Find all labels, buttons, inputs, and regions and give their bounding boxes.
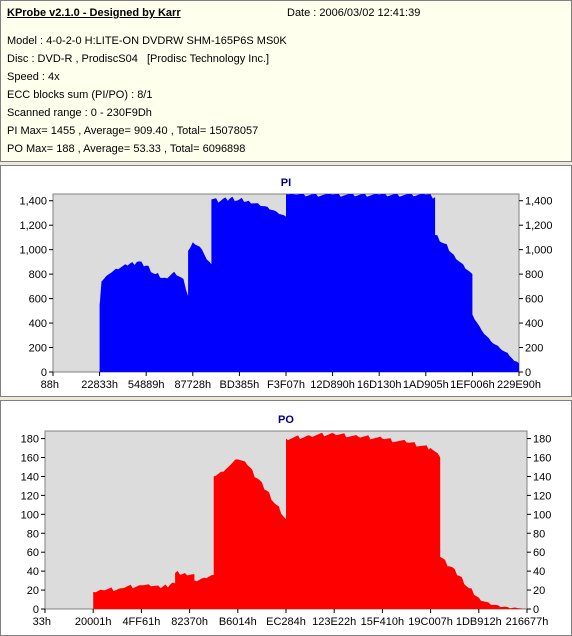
app-title: KProbe v2.1.0 - Designed by Karr [7, 7, 181, 19]
info-speed: Speed : 4x [7, 71, 60, 83]
po-xtick-label: 33h [33, 616, 51, 628]
po-chart-panel: PO 0 0 20 20 40 40 60 60 80 80 100 100 120 120 140 140 16… [0, 400, 572, 636]
po-xtick-label: 4FF61h [122, 616, 160, 628]
pi-ytick-label-left: 1,200 [19, 220, 47, 232]
po-ytick-label-left: 160 [21, 453, 39, 465]
po-ytick-label-right: 140 [533, 471, 551, 483]
po-series-area [45, 432, 527, 609]
pi-series-area [53, 194, 519, 372]
po-xtick-label: 1DB912h [456, 616, 502, 628]
pi-ytick-label-right: 1,000 [525, 245, 553, 257]
pi-xtick-label: F3F07h [267, 379, 305, 391]
info-model: Model : 4-0-2-0 H:LITE-ON DVDRW SHM-165P… [7, 35, 287, 47]
po-ytick-label-right: 80 [533, 528, 545, 540]
po-ytick-label-right: 160 [533, 453, 551, 465]
po-xtick-label: 20001h [75, 616, 112, 628]
pi-chart-panel: PI 0 0 200 200 400 400 600 600 800 800 1,000 1,000 1,… [0, 165, 572, 397]
po-xtick-label: 82370h [171, 616, 208, 628]
po-ytick-label-left: 40 [27, 566, 39, 578]
pi-ytick-label-right: 400 [525, 318, 543, 330]
po-chart-title: PO [278, 414, 294, 426]
po-ytick-label-left: 140 [21, 471, 39, 483]
info-range: Scanned range : 0 - 230F9Dh [7, 107, 152, 119]
pi-xtick-label: 22833h [81, 379, 118, 391]
pi-xtick-label: 54889h [128, 379, 165, 391]
pi-ytick-label-left: 600 [29, 294, 47, 306]
po-ytick-label-left: 20 [27, 585, 39, 597]
scan-date: Date : 2006/03/02 12:41:39 [287, 7, 421, 19]
pi-ytick-label-left: 400 [29, 318, 47, 330]
info-po-stats: PO Max= 188 , Average= 53.33 , Total= 60… [7, 143, 246, 155]
po-ytick-label-right: 40 [533, 566, 545, 578]
pi-xtick-label: BD385h [220, 379, 260, 391]
pi-ytick-label-right: 200 [525, 343, 543, 355]
pi-xtick-label: 16D130h [357, 379, 402, 391]
po-ytick-label-right: 120 [533, 490, 551, 502]
po-xtick-label: 19C007h [408, 616, 453, 628]
po-xtick-label: B6014h [219, 616, 257, 628]
pi-ytick-label-left: 800 [29, 269, 47, 281]
pi-ytick-label-right: 1,200 [525, 220, 553, 232]
info-panel: KProbe v2.1.0 - Designed by Karr Date : … [0, 0, 572, 162]
po-xtick-label: 123E22h [312, 616, 356, 628]
pi-xtick-label: 87728h [174, 379, 211, 391]
po-xtick-label: 216677h [506, 616, 549, 628]
po-chart: PO 0 0 20 20 40 40 60 60 80 80 100 100 120 120 140 140 16… [21, 414, 552, 628]
po-ytick-label-left: 100 [21, 509, 39, 521]
pi-xtick-label: 1AD905h [403, 379, 449, 391]
po-ytick-label-left: 80 [27, 528, 39, 540]
pi-chart: PI 0 0 200 200 400 400 600 600 800 800 1,000 1,000 1,… [19, 177, 553, 391]
pi-xtick-label: 88h [41, 379, 59, 391]
po-ytick-label-right: 0 [533, 604, 539, 616]
pi-ytick-label-right: 800 [525, 269, 543, 281]
po-ytick-label-left: 0 [33, 604, 39, 616]
pi-ytick-label-left: 200 [29, 343, 47, 355]
po-ytick-label-left: 180 [21, 434, 39, 446]
pi-ytick-label-right: 0 [525, 367, 531, 379]
po-ytick-label-left: 60 [27, 547, 39, 559]
po-ytick-label-right: 180 [533, 434, 551, 446]
po-xtick-label: 15F410h [361, 616, 404, 628]
po-xtick-label: EC284h [266, 616, 306, 628]
info-pi-stats: PI Max= 1455 , Average= 909.40 , Total= … [7, 125, 259, 137]
pi-ytick-label-right: 600 [525, 294, 543, 306]
pi-chart-title: PI [281, 177, 291, 189]
info-ecc: ECC blocks sum (PI/PO) : 8/1 [7, 89, 153, 101]
pi-ytick-label-left: 1,400 [19, 196, 47, 208]
pi-xtick-label: 1EF006h [450, 379, 495, 391]
pi-xtick-label: 229E90h [497, 379, 541, 391]
pi-ytick-label-left: 1,000 [19, 245, 47, 257]
po-ytick-label-right: 60 [533, 547, 545, 559]
pi-ytick-label-right: 1,400 [525, 196, 553, 208]
pi-ytick-label-left: 0 [41, 367, 47, 379]
po-ytick-label-right: 100 [533, 509, 551, 521]
po-ytick-label-left: 120 [21, 490, 39, 502]
po-ytick-label-right: 20 [533, 585, 545, 597]
info-disc: Disc : DVD-R , ProdiscS04 [Prodisc Techn… [7, 53, 270, 65]
pi-xtick-label: 12D890h [310, 379, 355, 391]
